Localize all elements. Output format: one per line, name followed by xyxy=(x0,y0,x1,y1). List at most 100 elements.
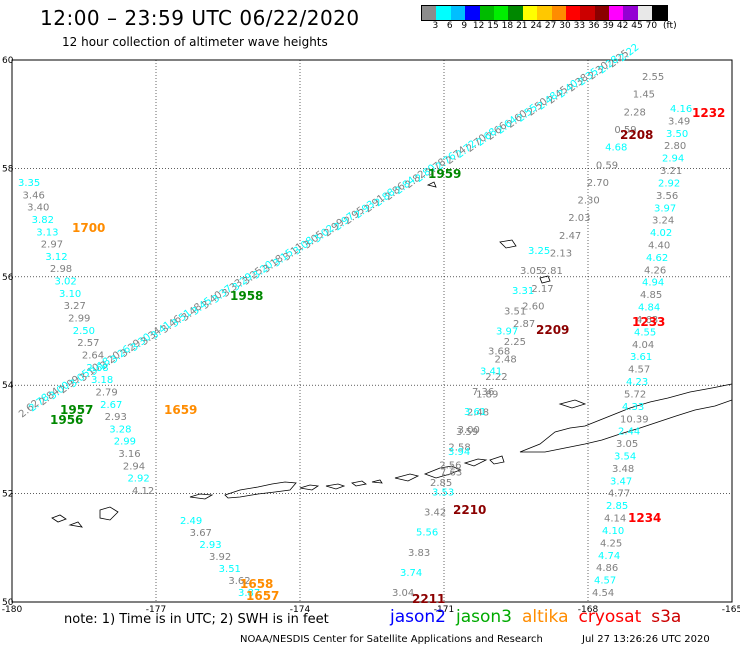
wave-height-value: 3.18 xyxy=(91,375,113,386)
wave-height-value: 4.85 xyxy=(640,290,662,301)
color-swatch xyxy=(508,6,523,20)
wave-height-value: 3.97 xyxy=(496,326,518,337)
wave-height-value: 4.10 xyxy=(602,526,624,537)
color-swatch xyxy=(565,6,581,20)
wave-height-value: 3.74 xyxy=(400,568,422,579)
wave-height-value: 3.53 xyxy=(432,487,454,498)
wave-height-value: 2.93 xyxy=(199,540,221,551)
wave-height-value: 3.02 xyxy=(54,277,76,288)
coastline xyxy=(499,239,517,249)
color-tick-label: 45 xyxy=(631,21,643,31)
color-tick-label: 18 xyxy=(501,21,514,31)
coastline xyxy=(539,275,551,284)
color-swatch xyxy=(623,6,638,20)
wave-height-value: 3.48 xyxy=(612,464,634,475)
color-tick-label: 21 xyxy=(516,21,528,31)
wave-height-value: 2.48 xyxy=(495,354,517,365)
wave-height-value: 3.61 xyxy=(464,407,486,418)
wave-height-value: 3.51 xyxy=(504,306,526,317)
wave-height-value: 3.61 xyxy=(630,352,652,363)
wave-height-value: 0.59 xyxy=(596,160,618,171)
pass-time-label: 1658 xyxy=(240,577,273,591)
wave-height-value: 2.56 xyxy=(439,460,461,471)
coastline xyxy=(189,493,214,500)
wave-height-value: 3.50 xyxy=(666,129,688,140)
wave-height-value: 3.21 xyxy=(660,166,682,177)
wave-height-value: 2.99 xyxy=(68,314,90,325)
wave-height-value: 4.62 xyxy=(646,253,668,264)
color-tick-label: 27 xyxy=(544,21,557,31)
wave-height-value: 1.45 xyxy=(633,90,655,101)
wave-height-value: 5.72 xyxy=(624,389,646,400)
wave-height-value: 2.49 xyxy=(180,516,202,527)
legend-entry-altika: altika xyxy=(522,607,569,627)
longitude-tick-label: -165 xyxy=(722,605,740,615)
wave-height-value: 3.49 xyxy=(668,116,690,127)
coastline xyxy=(423,465,461,479)
wave-height-value: 4.25 xyxy=(600,538,622,549)
coastline xyxy=(426,181,437,188)
coastline xyxy=(51,514,67,523)
coastline xyxy=(463,458,488,467)
wave-height-value: 2.85 xyxy=(606,501,628,512)
wave-height-value: 2.22 xyxy=(485,372,507,383)
wave-height-value: 3.31 xyxy=(512,286,534,297)
legend-entry-jason3: jason3 xyxy=(456,607,512,627)
color-swatch xyxy=(422,6,437,20)
coastline xyxy=(68,521,83,528)
wave-height-value: 4.68 xyxy=(605,143,627,154)
color-swatch xyxy=(493,6,509,20)
wave-height-value: 4.84 xyxy=(638,303,660,314)
wave-height-value: 2.68 xyxy=(86,363,108,374)
pass-time-label: 2211 xyxy=(412,592,445,606)
wave-height-value: 2.80 xyxy=(664,141,686,152)
color-tick-label: (ft) xyxy=(663,21,677,31)
wave-height-value: 2.58 xyxy=(448,443,470,454)
wave-height-value: 3.59 xyxy=(456,427,478,438)
wave-height-value: 3.04 xyxy=(392,588,414,599)
wave-height-value: 2.50 xyxy=(73,326,95,337)
wave-height-value: 3.28 xyxy=(109,424,131,435)
wave-height-value: 3.47 xyxy=(610,476,632,487)
wave-height-value: 4.57 xyxy=(594,576,616,587)
wave-height-value: 2.44 xyxy=(618,427,640,438)
map-frame xyxy=(11,59,733,603)
color-swatch xyxy=(609,6,624,20)
longitude-tick-label: -180 xyxy=(2,605,23,615)
color-swatch xyxy=(580,6,595,20)
longitude-tick-label: -177 xyxy=(146,605,166,615)
wave-height-value: 3.97 xyxy=(654,203,676,214)
latitude-tick-label: 52 xyxy=(2,490,13,500)
wave-height-value: 2.94 xyxy=(662,154,684,165)
wave-height-value: 2.55 xyxy=(642,72,664,83)
color-scale-bar xyxy=(421,5,668,21)
coastline xyxy=(519,383,733,453)
wave-height-value: 7.63 xyxy=(440,467,462,478)
color-tick-label: 33 xyxy=(573,21,586,31)
wave-height-value: 4.63 xyxy=(636,315,658,326)
latitude-tick-label: 56 xyxy=(2,273,14,283)
wave-height-value: 3.25 xyxy=(528,246,550,257)
color-tick-label: 30 xyxy=(559,21,571,31)
coastline xyxy=(299,484,320,491)
color-swatch xyxy=(551,6,566,20)
color-swatch xyxy=(637,6,653,20)
color-tick-label: 9 xyxy=(461,21,468,31)
pass-time-label: 1233 xyxy=(632,315,665,329)
wave-height-value: 2.03 xyxy=(568,213,590,224)
legend-entry-jason2: jason2 xyxy=(390,607,446,627)
wave-height-value: 2.64 xyxy=(82,350,104,361)
wave-height-value: 3.41 xyxy=(480,367,502,378)
wave-height-value: 3.46 xyxy=(23,190,45,201)
color-swatch xyxy=(652,6,667,20)
wave-height-value: 2.94 xyxy=(123,461,145,472)
color-tick-label: 3 xyxy=(432,21,439,31)
legend-entry-cryosat: cryosat xyxy=(578,607,642,627)
color-tick-label: 6 xyxy=(446,21,453,31)
pass-time-label: 1958 xyxy=(230,289,263,303)
wave-height-value: 2.67 xyxy=(100,400,122,411)
color-swatch xyxy=(537,6,552,20)
wave-height-value: 2.93 xyxy=(105,412,127,423)
color-swatch xyxy=(450,6,466,20)
color-swatch xyxy=(594,6,610,20)
